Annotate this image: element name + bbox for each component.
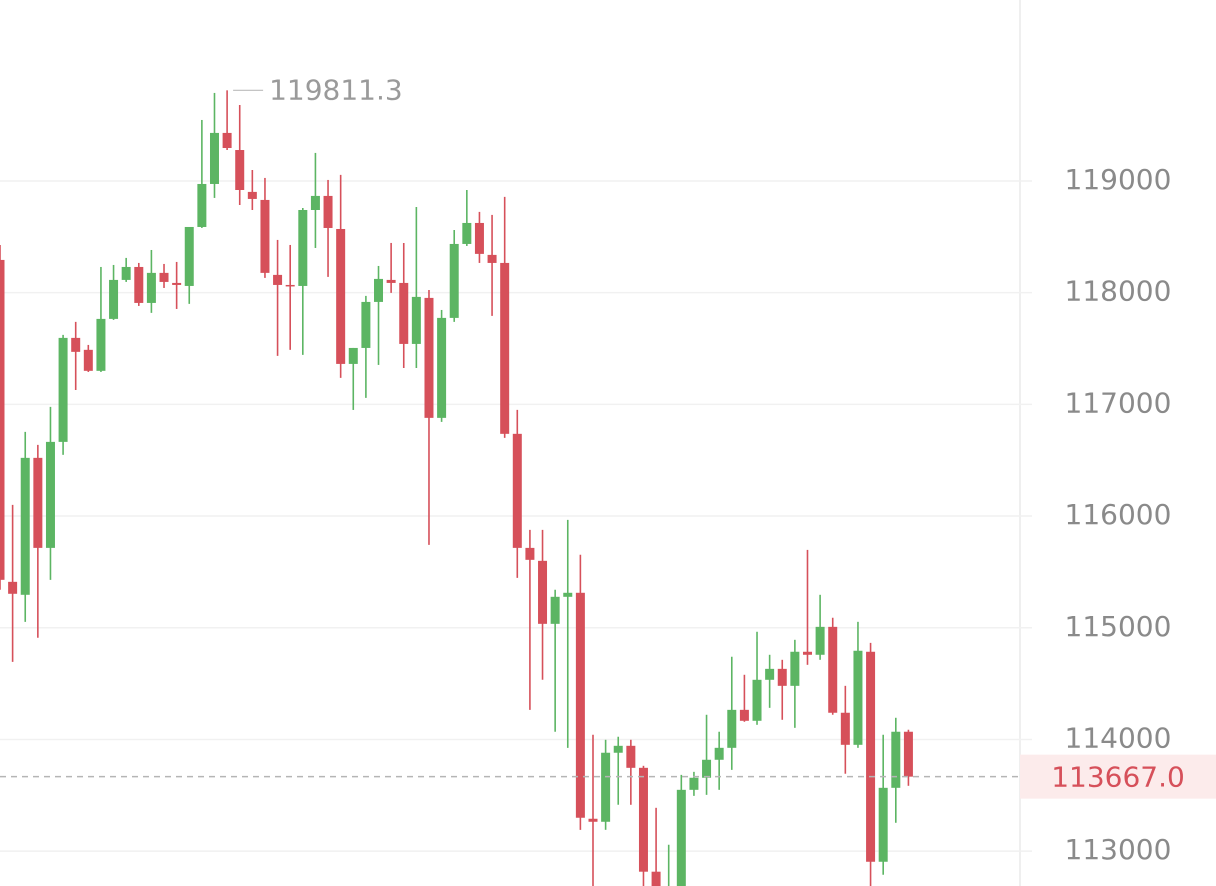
plot-area <box>0 90 913 886</box>
candle-body <box>386 279 396 283</box>
candle-body <box>172 282 182 285</box>
candle-body <box>310 195 320 210</box>
candle-body <box>550 596 560 624</box>
candle-body <box>323 195 333 228</box>
candle-body <box>866 651 876 862</box>
candle-body <box>714 747 724 760</box>
candle-body <box>449 243 459 318</box>
candle-body <box>285 284 295 287</box>
candle-body <box>45 441 55 548</box>
last-price-label: 113667.0 <box>1051 761 1185 794</box>
candle-body <box>727 709 737 748</box>
candle-body <box>651 871 661 886</box>
y-tick-label: 113000 <box>1065 833 1172 866</box>
candle-body <box>134 266 144 303</box>
candle-body <box>399 282 409 344</box>
candle-body <box>121 266 131 280</box>
y-tick-label: 115000 <box>1065 610 1172 643</box>
candle-body <box>71 337 81 352</box>
candle-body <box>184 226 194 286</box>
candle-body <box>613 745 623 753</box>
candle-body <box>689 777 699 790</box>
y-tick-label: 118000 <box>1065 275 1172 308</box>
candle-body <box>8 581 18 594</box>
candle-body <box>840 712 850 745</box>
y-tick-label: 117000 <box>1065 386 1172 419</box>
candle-body <box>146 272 156 303</box>
candle-body <box>411 296 421 344</box>
candle-body <box>802 651 812 655</box>
candle-body <box>197 183 207 227</box>
candle-body <box>374 278 384 302</box>
candle-body <box>702 759 712 778</box>
candle-body <box>575 592 585 818</box>
candle-body <box>903 731 913 777</box>
candle-body <box>474 222 484 254</box>
candle-body <box>96 318 106 371</box>
candle-body <box>765 668 775 680</box>
candle-body <box>777 668 787 686</box>
candle-body <box>424 297 434 418</box>
candle-body <box>739 709 749 721</box>
candle-body <box>348 347 358 364</box>
candle-body <box>298 209 308 286</box>
candle-body <box>0 259 5 580</box>
candle-body <box>752 679 762 721</box>
y-tick-label: 119000 <box>1065 163 1172 196</box>
candle-body <box>222 132 232 149</box>
candle-body <box>462 222 472 244</box>
candle-body <box>525 547 535 560</box>
candle-body <box>828 626 838 713</box>
candle-body <box>878 787 888 862</box>
candle-body <box>260 199 270 273</box>
candle-body <box>790 651 800 686</box>
candle-body <box>58 337 68 442</box>
candle-body <box>563 592 573 597</box>
candle-body <box>500 262 510 434</box>
candle-body <box>209 132 219 184</box>
max-label: 119811.3 <box>269 73 403 106</box>
candle-body <box>235 150 245 191</box>
candle-body <box>20 457 30 595</box>
candle-body <box>83 349 93 371</box>
candle-body <box>33 457 43 548</box>
y-tick-label: 114000 <box>1065 721 1172 754</box>
candle-body <box>815 626 825 655</box>
candle-body <box>891 731 901 788</box>
candle-body <box>626 745 636 768</box>
candle-body <box>361 301 371 348</box>
candle-body <box>109 279 119 319</box>
candle-body <box>159 272 169 282</box>
y-tick-label: 116000 <box>1065 498 1172 531</box>
candle-body <box>437 317 447 418</box>
candle-body <box>336 228 346 364</box>
candle-body <box>538 560 548 624</box>
candle-body <box>512 433 522 548</box>
candle-body <box>853 650 863 745</box>
candle-body <box>487 254 497 263</box>
candle-body <box>273 274 283 285</box>
y-axis: 113000 114000 115000 116000 117000 118000 1190… <box>1065 163 1172 866</box>
last-price-badge <box>1020 754 1216 799</box>
candle-body <box>601 752 611 822</box>
candle-body <box>588 818 598 822</box>
candle-body <box>638 767 648 872</box>
candle-body <box>676 789 686 886</box>
candle-body <box>247 191 257 199</box>
